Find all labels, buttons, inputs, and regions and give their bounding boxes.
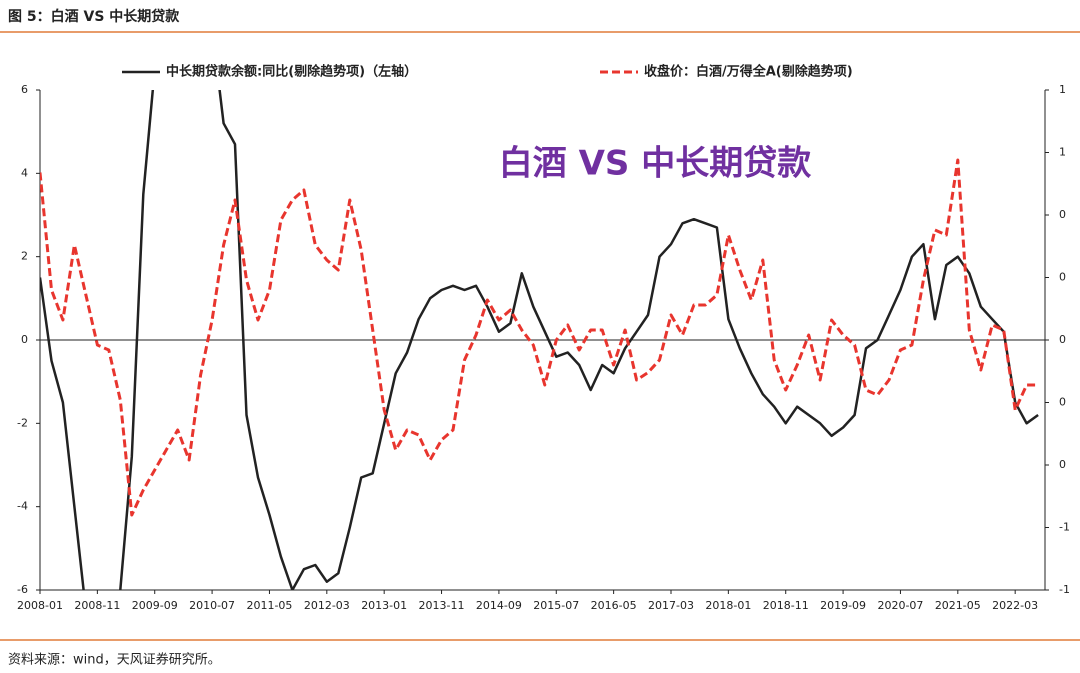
x-tick-label: 2008-11	[74, 599, 120, 612]
y-tick-label: 4	[21, 166, 28, 179]
y2-tick-label: 0	[1059, 271, 1066, 284]
x-tick-label: 2020-07	[877, 599, 923, 612]
y2-tick-label: 0	[1059, 458, 1066, 471]
x-tick-label: 2013-11	[419, 599, 465, 612]
y-tick-label: -6	[17, 583, 28, 596]
y-tick-label: 0	[21, 333, 28, 346]
annotation: 白酒 VS 中长期贷款	[499, 144, 811, 184]
x-tick-label: 2009-09	[132, 599, 178, 612]
x-tick-label: 2022-03	[992, 599, 1038, 612]
y2-tick-label: -1	[1059, 583, 1070, 596]
figure-title: 图 5：白酒 VS 中长期贷款	[8, 8, 180, 25]
legend-label: 收盘价：白酒/万得全A(剔除趋势项)	[644, 64, 853, 80]
x-tick-label: 2014-09	[476, 599, 522, 612]
y2-tick-label: -1	[1059, 521, 1070, 534]
x-tick-label: 2021-05	[935, 599, 981, 612]
y2-tick-label: 0	[1059, 396, 1066, 409]
x-tick-label: 2016-05	[591, 599, 637, 612]
y-tick-label: 2	[21, 250, 28, 263]
x-tick-label: 2013-01	[361, 599, 407, 612]
x-tick-label: 2012-03	[304, 599, 350, 612]
x-tick-label: 2015-07	[533, 599, 579, 612]
legend-label: 中长期贷款余额:同比(剔除趋势项)（左轴）	[166, 64, 417, 80]
x-tick-label: 2011-05	[246, 599, 292, 612]
y2-tick-label: 1	[1059, 146, 1066, 159]
y-tick-label: -4	[17, 500, 28, 513]
x-tick-label: 2008-01	[17, 599, 63, 612]
y2-tick-label: 0	[1059, 208, 1066, 221]
y-tick-label: 6	[21, 83, 28, 96]
x-tick-label: 2018-01	[705, 599, 751, 612]
x-tick-label: 2018-11	[763, 599, 809, 612]
source: 资料来源：wind，天风证券研究所。	[8, 652, 221, 668]
y2-tick-label: 1	[1059, 83, 1066, 96]
x-tick-label: 2017-03	[648, 599, 694, 612]
y2-tick-label: 0	[1059, 333, 1066, 346]
y-tick-label: -2	[17, 416, 28, 429]
series-line	[40, 90, 1039, 590]
x-tick-label: 2019-09	[820, 599, 866, 612]
x-tick-label: 2010-07	[189, 599, 235, 612]
plot-area	[40, 90, 1039, 590]
series-line	[40, 158, 1039, 517]
